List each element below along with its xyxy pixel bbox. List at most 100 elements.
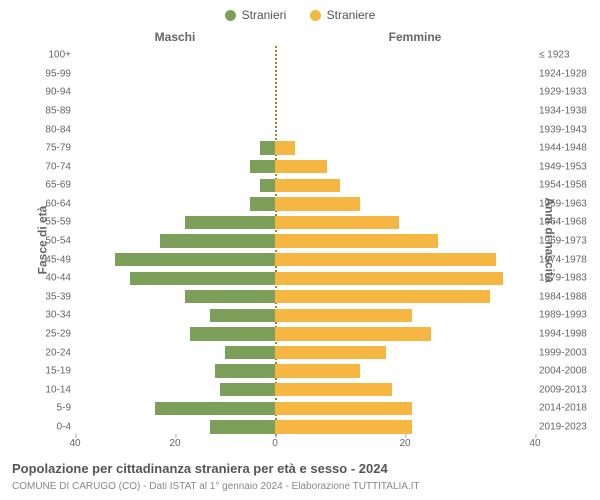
row: 80-841939-1943 <box>75 120 535 139</box>
bar-female <box>275 383 392 396</box>
row: 60-641959-1963 <box>75 195 535 214</box>
age-label: 70-74 <box>23 161 71 172</box>
bar-male <box>260 141 275 154</box>
row: 20-241999-2003 <box>75 343 535 362</box>
row: 95-991924-1928 <box>75 65 535 84</box>
year-label: 2009-2013 <box>539 384 600 395</box>
year-label: 1979-1983 <box>539 273 600 284</box>
row: 45-491974-1978 <box>75 250 535 269</box>
legend-swatch-female <box>310 10 321 21</box>
bar-male <box>215 364 275 377</box>
row: 35-391984-1988 <box>75 288 535 307</box>
year-label: 1974-1978 <box>539 254 600 265</box>
x-axis: 402002040 <box>75 438 535 456</box>
age-label: 30-34 <box>23 310 71 321</box>
year-label: 1964-1968 <box>539 217 600 228</box>
age-label: 50-54 <box>23 236 71 247</box>
bar-male <box>260 179 275 192</box>
x-tick: 0 <box>272 438 278 449</box>
bar-male <box>210 309 275 322</box>
row: 10-142009-2013 <box>75 380 535 399</box>
row: 5-92014-2018 <box>75 399 535 418</box>
bar-female <box>275 160 327 173</box>
age-label: 25-29 <box>23 328 71 339</box>
row: 75-791944-1948 <box>75 139 535 158</box>
bar-male <box>160 234 275 247</box>
bar-male <box>250 160 275 173</box>
year-label: 1954-1958 <box>539 180 600 191</box>
age-label: 15-19 <box>23 366 71 377</box>
bar-male <box>220 383 275 396</box>
year-label: 1994-1998 <box>539 328 600 339</box>
age-label: 80-84 <box>23 124 71 135</box>
bar-male <box>185 290 275 303</box>
row: 85-891934-1938 <box>75 102 535 121</box>
row: 55-591964-1968 <box>75 213 535 232</box>
age-label: 45-49 <box>23 254 71 265</box>
bar-male <box>155 402 275 415</box>
row: 30-341989-1993 <box>75 306 535 325</box>
rows-container: 100+≤ 192395-991924-192890-941929-193385… <box>75 46 535 436</box>
legend-label-female: Straniere <box>327 8 376 22</box>
year-label: 1984-1988 <box>539 291 600 302</box>
bar-male <box>115 253 275 266</box>
year-label: ≤ 1923 <box>539 50 600 61</box>
age-label: 40-44 <box>23 273 71 284</box>
age-label: 95-99 <box>23 68 71 79</box>
year-label: 1959-1963 <box>539 198 600 209</box>
bar-female <box>275 197 360 210</box>
bar-female <box>275 216 399 229</box>
row: 100+≤ 1923 <box>75 46 535 65</box>
row: 40-441979-1983 <box>75 269 535 288</box>
year-label: 1944-1948 <box>539 143 600 154</box>
age-label: 65-69 <box>23 180 71 191</box>
legend-item-female: Straniere <box>310 8 376 22</box>
age-label: 60-64 <box>23 198 71 209</box>
legend: Stranieri Straniere <box>0 8 600 24</box>
bar-female <box>275 141 295 154</box>
year-label: 1949-1953 <box>539 161 600 172</box>
year-label: 2014-2018 <box>539 403 600 414</box>
bar-male <box>210 420 275 433</box>
chart-subtitle: COMUNE DI CARUGO (CO) - Dati ISTAT al 1°… <box>12 481 420 492</box>
legend-label-male: Stranieri <box>242 8 287 22</box>
bar-male <box>225 346 275 359</box>
year-label: 2004-2008 <box>539 366 600 377</box>
bar-female <box>275 309 412 322</box>
age-label: 90-94 <box>23 87 71 98</box>
bar-female <box>275 402 412 415</box>
bar-female <box>275 290 490 303</box>
year-label: 1999-2003 <box>539 347 600 358</box>
age-label: 100+ <box>23 50 71 61</box>
column-title-female: Femmine <box>295 30 535 44</box>
bar-male <box>130 272 275 285</box>
pyramid-plot: 100+≤ 192395-991924-192890-941929-193385… <box>75 46 535 436</box>
age-label: 10-14 <box>23 384 71 395</box>
bar-female <box>275 346 386 359</box>
age-label: 0-4 <box>23 421 71 432</box>
row: 25-291994-1998 <box>75 325 535 344</box>
year-label: 1929-1933 <box>539 87 600 98</box>
bar-male <box>185 216 275 229</box>
bar-female <box>275 253 496 266</box>
row: 90-941929-1933 <box>75 83 535 102</box>
column-title-male: Maschi <box>75 30 275 44</box>
legend-swatch-male <box>225 10 236 21</box>
year-label: 1969-1973 <box>539 236 600 247</box>
legend-item-male: Stranieri <box>225 8 287 22</box>
x-tick: 20 <box>169 438 180 449</box>
bar-female <box>275 272 503 285</box>
x-tick: 20 <box>399 438 410 449</box>
row: 65-691954-1958 <box>75 176 535 195</box>
year-label: 2019-2023 <box>539 421 600 432</box>
row: 0-42019-2023 <box>75 418 535 437</box>
year-label: 1924-1928 <box>539 68 600 79</box>
bar-male <box>190 327 275 340</box>
age-label: 20-24 <box>23 347 71 358</box>
bar-female <box>275 364 360 377</box>
year-label: 1939-1943 <box>539 124 600 135</box>
bar-female <box>275 234 438 247</box>
x-tick: 40 <box>529 438 540 449</box>
row: 70-741949-1953 <box>75 157 535 176</box>
year-label: 1934-1938 <box>539 106 600 117</box>
